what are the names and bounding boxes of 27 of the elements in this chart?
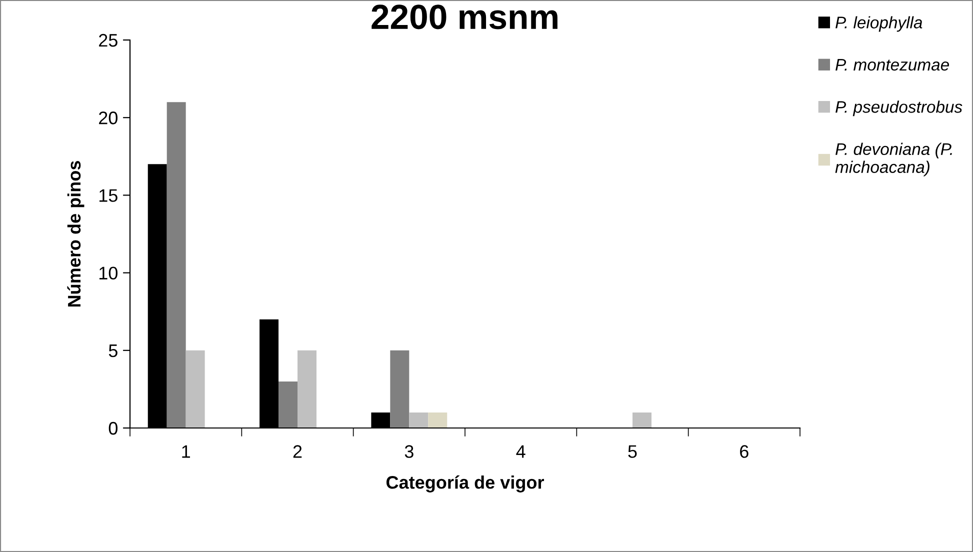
legend-label: P. pseudostrobus (836, 100, 962, 116)
legend-label: P. leiophylla (836, 16, 922, 32)
y-tick-label: 15 (99, 189, 118, 202)
x-tick-label: 4 (516, 445, 526, 458)
x-tick-label: 5 (628, 445, 637, 458)
bar (428, 412, 448, 428)
chart-title: 2200 msnm (372, 4, 558, 30)
legend-label: P. montezumae (836, 59, 949, 71)
bar (632, 412, 652, 428)
bar (278, 381, 298, 428)
y-tick-label: 25 (99, 34, 118, 47)
x-tick-label: 1 (182, 445, 190, 458)
bar (166, 102, 186, 428)
bar (186, 350, 205, 428)
bar (409, 412, 428, 428)
x-tick-label: 3 (404, 445, 414, 458)
y-tick-label: 10 (99, 266, 118, 280)
x-axis-title: Categoría de vigor (386, 475, 544, 492)
y-tick-label: 20 (99, 112, 118, 124)
x-tick-label: 2 (293, 445, 302, 458)
x-tick-label: 6 (740, 445, 748, 458)
y-tick-label: 5 (108, 344, 118, 358)
y-tick-label: 0 (108, 422, 118, 435)
legend-label: P. devoniana (P. michoacana) (835, 142, 952, 176)
y-axis-title: Número de pinos (67, 161, 84, 307)
bar (390, 350, 410, 428)
bar (298, 350, 316, 428)
